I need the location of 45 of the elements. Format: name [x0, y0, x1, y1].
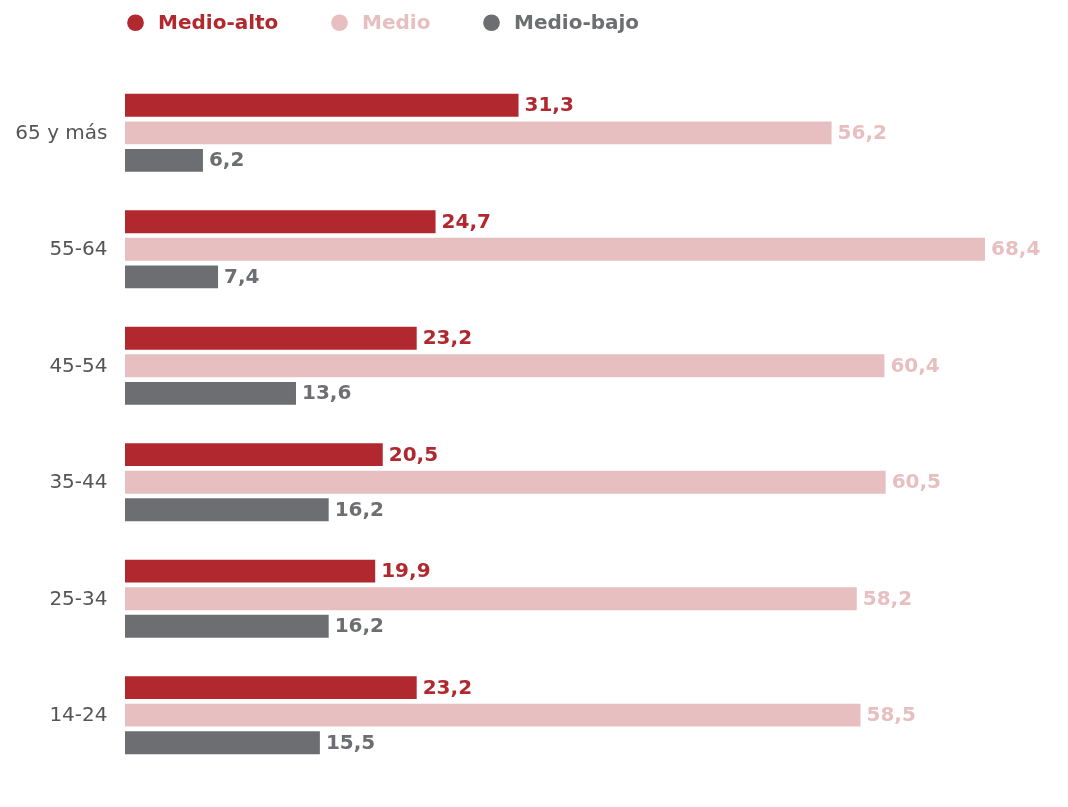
- y-tick-label: 14-24: [49, 702, 108, 727]
- data-label: 16,2: [334, 496, 385, 521]
- bar: [125, 559, 376, 583]
- data-label: 58,2: [862, 585, 913, 610]
- bar: [125, 381, 296, 405]
- bar: [125, 148, 203, 172]
- bar: [125, 265, 219, 289]
- bar: [125, 210, 436, 234]
- legend-label: Medio-alto: [158, 9, 279, 34]
- y-tick-label: 45-54: [49, 352, 108, 377]
- bar: [125, 587, 857, 611]
- bar: [125, 326, 417, 350]
- data-label: 68,4: [991, 236, 1041, 261]
- legend-label: Medio-bajo: [514, 9, 640, 34]
- legend-label: Medio: [362, 9, 431, 34]
- bar: [125, 498, 329, 522]
- data-label: 60,4: [890, 352, 940, 377]
- data-label: 7,4: [224, 263, 260, 288]
- data-label: 24,7: [441, 208, 491, 233]
- y-tick-label: 25-34: [49, 585, 108, 610]
- bar: [125, 676, 417, 700]
- data-label: 23,2: [422, 325, 473, 350]
- data-label: 23,2: [422, 674, 473, 699]
- bar: [125, 470, 886, 494]
- bar: [125, 731, 320, 755]
- data-label: 58,5: [866, 702, 916, 727]
- y-tick-label: 55-64: [49, 236, 108, 261]
- y-tick-label: 35-44: [49, 469, 108, 494]
- bar: [125, 354, 885, 378]
- bar: [125, 443, 383, 467]
- data-label: 6,2: [208, 147, 245, 172]
- bar: [125, 703, 861, 727]
- data-label: 19,9: [381, 558, 431, 583]
- y-tick-label: 65 y más: [15, 119, 108, 144]
- data-label: 15,5: [325, 729, 376, 754]
- bar: [125, 121, 832, 145]
- data-label: 13,6: [301, 380, 352, 405]
- data-label: 20,5: [388, 441, 439, 466]
- data-label: 56,2: [837, 119, 887, 144]
- bar: [125, 93, 519, 117]
- bar: [125, 237, 985, 261]
- bar: [125, 614, 329, 638]
- data-label: 31,3: [524, 92, 574, 117]
- data-label: 60,5: [891, 469, 942, 494]
- data-label: 16,2: [334, 613, 385, 638]
